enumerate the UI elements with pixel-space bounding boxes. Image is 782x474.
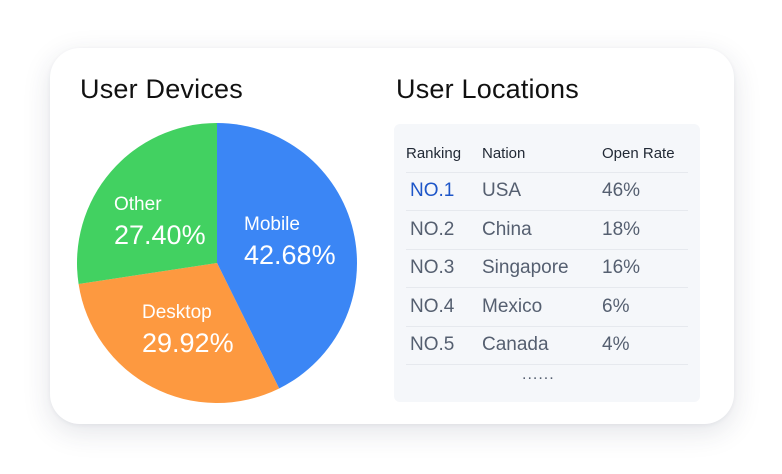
slice-value-desktop: 29.92%: [142, 328, 234, 358]
table-cell-ranking: NO.1: [410, 180, 455, 201]
table-cell-nation: China: [482, 218, 532, 240]
table-cell-open-rate: 16%: [602, 257, 641, 278]
slice-value-mobile: 42.68%: [244, 240, 336, 270]
more-rows-indicator: ......: [522, 366, 555, 383]
table-cell-ranking: NO.3: [410, 257, 455, 278]
table-cell-open-rate: 18%: [602, 218, 641, 240]
slice-label-desktop: Desktop: [142, 302, 212, 323]
row-divider: [406, 248, 688, 250]
table-cell-nation: USA: [482, 180, 522, 201]
header-divider: [406, 172, 688, 173]
row-divider: [406, 325, 688, 327]
pie-slice-other: [76, 123, 217, 285]
slice-label-mobile: Mobile: [244, 214, 300, 235]
table-cell-open-rate: 4%: [602, 334, 630, 355]
user-devices-title: User Devices: [80, 74, 243, 104]
user-locations-table: Ranking Nation Open Rate ...... NO.1 USA 4…: [394, 124, 700, 402]
table-cell-ranking: NO.4: [410, 295, 455, 317]
table-cell-ranking: NO.2: [410, 218, 455, 240]
table-cell-nation: Singapore: [482, 257, 569, 278]
table-cell-nation: Canada: [482, 334, 549, 355]
table-cell-open-rate: 6%: [602, 295, 630, 317]
pie-slice-desktop: [78, 263, 280, 403]
slice-value-other: 27.40%: [114, 220, 206, 250]
row-divider: [406, 287, 688, 288]
user-locations-title: User Locations: [396, 74, 579, 104]
pie-slice-mobile: [217, 123, 357, 389]
column-header-nation: Nation: [482, 145, 526, 162]
slice-label-other: Other: [114, 194, 162, 215]
column-header-ranking: Ranking: [406, 145, 462, 162]
column-header-open-rate: Open Rate: [602, 145, 675, 162]
table-cell-ranking: NO.5: [410, 334, 455, 355]
row-divider: [406, 364, 688, 365]
table-cell-open-rate: 46%: [602, 180, 641, 201]
row-divider: [406, 210, 688, 211]
table-cell-nation: Mexico: [482, 295, 543, 317]
